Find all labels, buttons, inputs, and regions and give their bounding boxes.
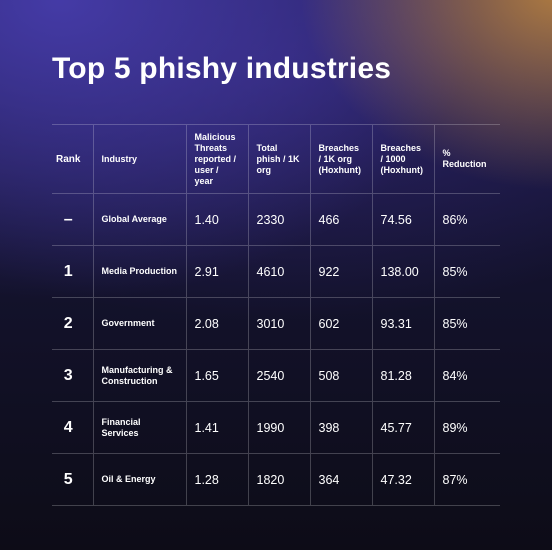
- reduction-cell: 85%: [433, 297, 500, 350]
- breaches-1000-cell: 47.32: [371, 453, 434, 506]
- total-phish-cell: 3010: [247, 297, 310, 350]
- header-breaches-1k-org: Breaches / 1K org (Hoxhunt): [309, 124, 372, 194]
- total-phish-cell: 4610: [247, 245, 310, 298]
- industry-cell: Oil & Energy: [92, 453, 186, 506]
- breaches-1k-cell: 602: [309, 297, 372, 350]
- malicious-cell: 1.40: [185, 193, 248, 246]
- breaches-1000-cell: 74.56: [371, 193, 434, 246]
- table-row: 1 Media Production 2.91 4610 922 138.00 …: [52, 245, 500, 298]
- breaches-1k-cell: 508: [309, 349, 372, 402]
- malicious-cell: 1.28: [185, 453, 248, 506]
- industry-cell: Manufacturing & Construction: [92, 349, 186, 402]
- header-breaches-1000: Breaches / 1000 (Hoxhunt): [371, 124, 434, 194]
- industry-cell: Media Production: [92, 245, 186, 298]
- rank-cell: –: [52, 193, 93, 246]
- industry-cell: Government: [92, 297, 186, 350]
- table-header-row: Rank Industry Malicious Threats reported…: [52, 124, 500, 194]
- breaches-1k-cell: 398: [309, 401, 372, 454]
- malicious-cell: 2.91: [185, 245, 248, 298]
- reduction-cell: 84%: [433, 349, 500, 402]
- breaches-1000-cell: 45.77: [371, 401, 434, 454]
- reduction-cell: 89%: [433, 401, 500, 454]
- header-rank: Rank: [52, 124, 93, 194]
- rank-cell: 3: [52, 349, 93, 402]
- total-phish-cell: 2540: [247, 349, 310, 402]
- table-row: 2 Government 2.08 3010 602 93.31 85%: [52, 297, 500, 350]
- industries-table: Rank Industry Malicious Threats reported…: [52, 124, 500, 506]
- industry-cell: Global Average: [92, 193, 186, 246]
- breaches-1000-cell: 93.31: [371, 297, 434, 350]
- total-phish-cell: 2330: [247, 193, 310, 246]
- table-row: – Global Average 1.40 2330 466 74.56 86%: [52, 193, 500, 246]
- industry-cell: Financial Services: [92, 401, 186, 454]
- breaches-1k-cell: 364: [309, 453, 372, 506]
- header-reduction: % Reduction: [433, 124, 500, 194]
- reduction-cell: 86%: [433, 193, 500, 246]
- page-title: Top 5 phishy industries: [52, 52, 392, 85]
- total-phish-cell: 1990: [247, 401, 310, 454]
- header-malicious-threats: Malicious Threats reported / user / year: [185, 124, 248, 194]
- header-total-phish: Total phish / 1K org: [247, 124, 310, 194]
- rank-cell: 2: [52, 297, 93, 350]
- malicious-cell: 1.41: [185, 401, 248, 454]
- breaches-1k-cell: 466: [309, 193, 372, 246]
- table-row: 3 Manufacturing & Construction 1.65 2540…: [52, 349, 500, 402]
- rank-cell: 1: [52, 245, 93, 298]
- table-row: 4 Financial Services 1.41 1990 398 45.77…: [52, 401, 500, 454]
- reduction-cell: 85%: [433, 245, 500, 298]
- malicious-cell: 2.08: [185, 297, 248, 350]
- reduction-cell: 87%: [433, 453, 500, 506]
- breaches-1000-cell: 138.00: [371, 245, 434, 298]
- table-row: 5 Oil & Energy 1.28 1820 364 47.32 87%: [52, 453, 500, 506]
- malicious-cell: 1.65: [185, 349, 248, 402]
- rank-cell: 4: [52, 401, 93, 454]
- total-phish-cell: 1820: [247, 453, 310, 506]
- header-industry: Industry: [92, 124, 186, 194]
- breaches-1000-cell: 81.28: [371, 349, 434, 402]
- breaches-1k-cell: 922: [309, 245, 372, 298]
- rank-cell: 5: [52, 453, 93, 506]
